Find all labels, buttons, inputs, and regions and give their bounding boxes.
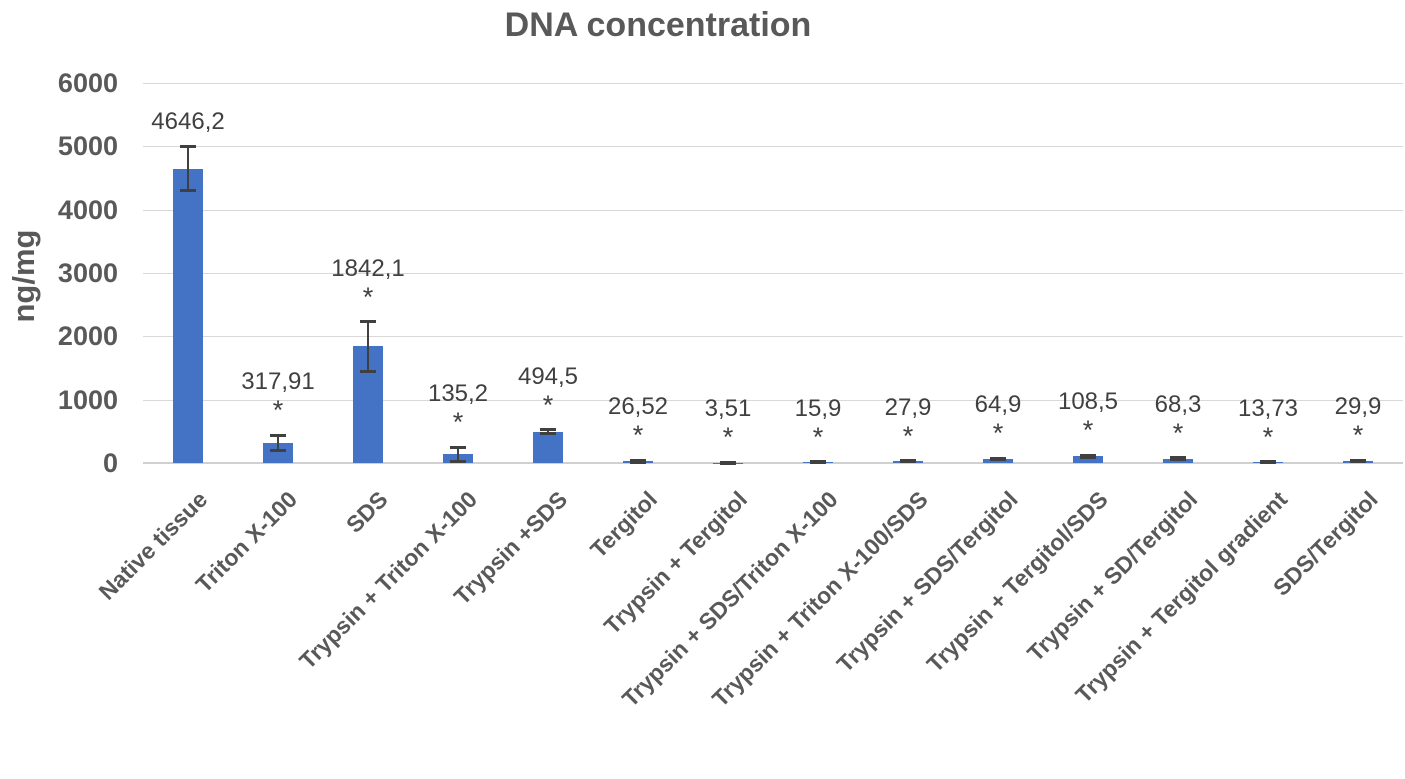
y-tick-label: 0 — [102, 448, 118, 478]
value-label: 68,3 * — [1155, 390, 1202, 448]
value-label-text: 3,51 — [704, 395, 752, 423]
error-bar-cap-bottom — [1350, 460, 1366, 464]
value-label-text: 13,73 — [1237, 394, 1299, 422]
error-bar-cap-top — [630, 458, 646, 462]
significance-star: * — [632, 420, 644, 451]
error-bar-cap-bottom — [1260, 461, 1276, 464]
value-label: 1842,1 * — [331, 254, 404, 312]
gridline — [143, 146, 1403, 148]
bar — [1073, 456, 1103, 463]
value-label: 317,91 * — [241, 367, 314, 425]
x-category-label: Trypsin + Triton X-100 — [294, 486, 483, 674]
y-tick-label: 2000 — [57, 321, 118, 352]
x-category-label: Native tissue — [93, 486, 213, 605]
y-tick-label: 5000 — [57, 131, 118, 162]
error-bar-cap-top — [360, 320, 376, 324]
y-tick-label: 3000 — [57, 258, 118, 288]
value-label-text: 26,52 — [607, 393, 669, 421]
y-tick-label: 1000 — [57, 384, 118, 415]
gridline — [143, 83, 1403, 84]
error-bar-cap-bottom — [900, 460, 916, 464]
significance-star: * — [362, 281, 374, 312]
significance-star: * — [542, 389, 554, 420]
value-label-text: 108,5 — [1057, 388, 1119, 416]
x-category-label: Trypsin + SD/Tergitol — [1022, 486, 1203, 667]
significance-star: * — [1082, 415, 1094, 446]
value-label: 26,52 * — [608, 392, 668, 450]
bar — [173, 168, 203, 463]
error-bar-cap-bottom — [630, 460, 646, 464]
gridline — [143, 209, 1403, 211]
error-bar-line — [457, 447, 459, 462]
value-label-text: 27,9 — [884, 393, 932, 421]
error-bar-cap-top — [270, 433, 286, 437]
value-label-text: 494,5 — [517, 362, 579, 390]
x-category-label: Tergitol — [585, 486, 663, 563]
significance-star: * — [452, 407, 464, 438]
x-category-label: Trypsin + Tergitol/SDS — [921, 486, 1113, 678]
gridline — [143, 399, 1403, 401]
gridline — [143, 462, 1403, 464]
value-label: 494,5 * — [518, 362, 578, 420]
value-label: 135,2 * — [428, 379, 488, 437]
value-label-text: 64,9 — [974, 391, 1022, 419]
value-label-text: 15,9 — [794, 394, 842, 422]
error-bar-line — [547, 429, 549, 434]
error-bar-cap-bottom — [180, 189, 196, 193]
error-bar-cap-bottom — [450, 460, 466, 464]
error-bar-cap-bottom — [360, 369, 376, 373]
value-label-text: 317,91 — [241, 368, 315, 396]
error-bar-cap-top — [450, 445, 466, 449]
y-tick-label: 6000 — [57, 68, 118, 98]
error-bar-cap-bottom — [810, 460, 826, 464]
value-label-text: 68,3 — [1154, 390, 1202, 418]
significance-star: * — [722, 422, 734, 453]
error-bar-cap-bottom — [1080, 455, 1096, 459]
y-tick-label: 4000 — [57, 194, 118, 225]
value-label: 4646,2 — [151, 107, 224, 137]
gridline — [143, 336, 1403, 338]
error-bar-line — [187, 146, 189, 191]
significance-star: * — [1262, 421, 1274, 452]
gridline — [143, 273, 1403, 274]
bar — [533, 431, 563, 463]
bar — [263, 442, 293, 463]
error-bar-cap-bottom — [1170, 457, 1186, 461]
error-bar-cap-bottom — [270, 448, 286, 452]
significance-star: * — [902, 420, 914, 451]
value-label-text: 4646,2 — [151, 107, 225, 135]
error-bar-line — [367, 321, 369, 372]
error-bar-cap-top — [540, 428, 556, 432]
x-category-label: Trypsin + SDS/Tergitol — [831, 486, 1023, 678]
error-bar-cap-top — [1170, 456, 1186, 460]
significance-star: * — [1172, 417, 1184, 448]
error-bar-cap-top — [180, 145, 196, 149]
error-bar-cap-top — [990, 456, 1006, 460]
value-label: 3,51 * — [705, 394, 752, 452]
significance-star: * — [272, 395, 284, 426]
x-category-label: SDS — [340, 486, 393, 538]
significance-star: * — [812, 421, 824, 452]
value-label: 108,5 * — [1058, 387, 1118, 445]
significance-star: * — [1352, 420, 1364, 451]
value-label: 15,9 * — [795, 394, 842, 452]
value-label: 29,9 * — [1335, 392, 1382, 450]
value-label: 64,9 * — [975, 390, 1022, 448]
value-label-text: 29,9 — [1334, 393, 1382, 421]
error-bar-line — [277, 435, 279, 451]
value-label-text: 135,2 — [427, 380, 489, 408]
error-bar-cap-bottom — [540, 432, 556, 436]
error-bar-cap-bottom — [990, 458, 1006, 462]
significance-star: * — [992, 418, 1004, 449]
chart-title: DNA concentration — [504, 6, 812, 44]
value-label: 13,73 * — [1238, 394, 1298, 452]
value-label: 27,9 * — [885, 393, 932, 451]
error-bar-cap-top — [1080, 453, 1096, 457]
error-bar-cap-bottom — [720, 461, 736, 465]
value-label-text: 1842,1 — [331, 254, 405, 282]
